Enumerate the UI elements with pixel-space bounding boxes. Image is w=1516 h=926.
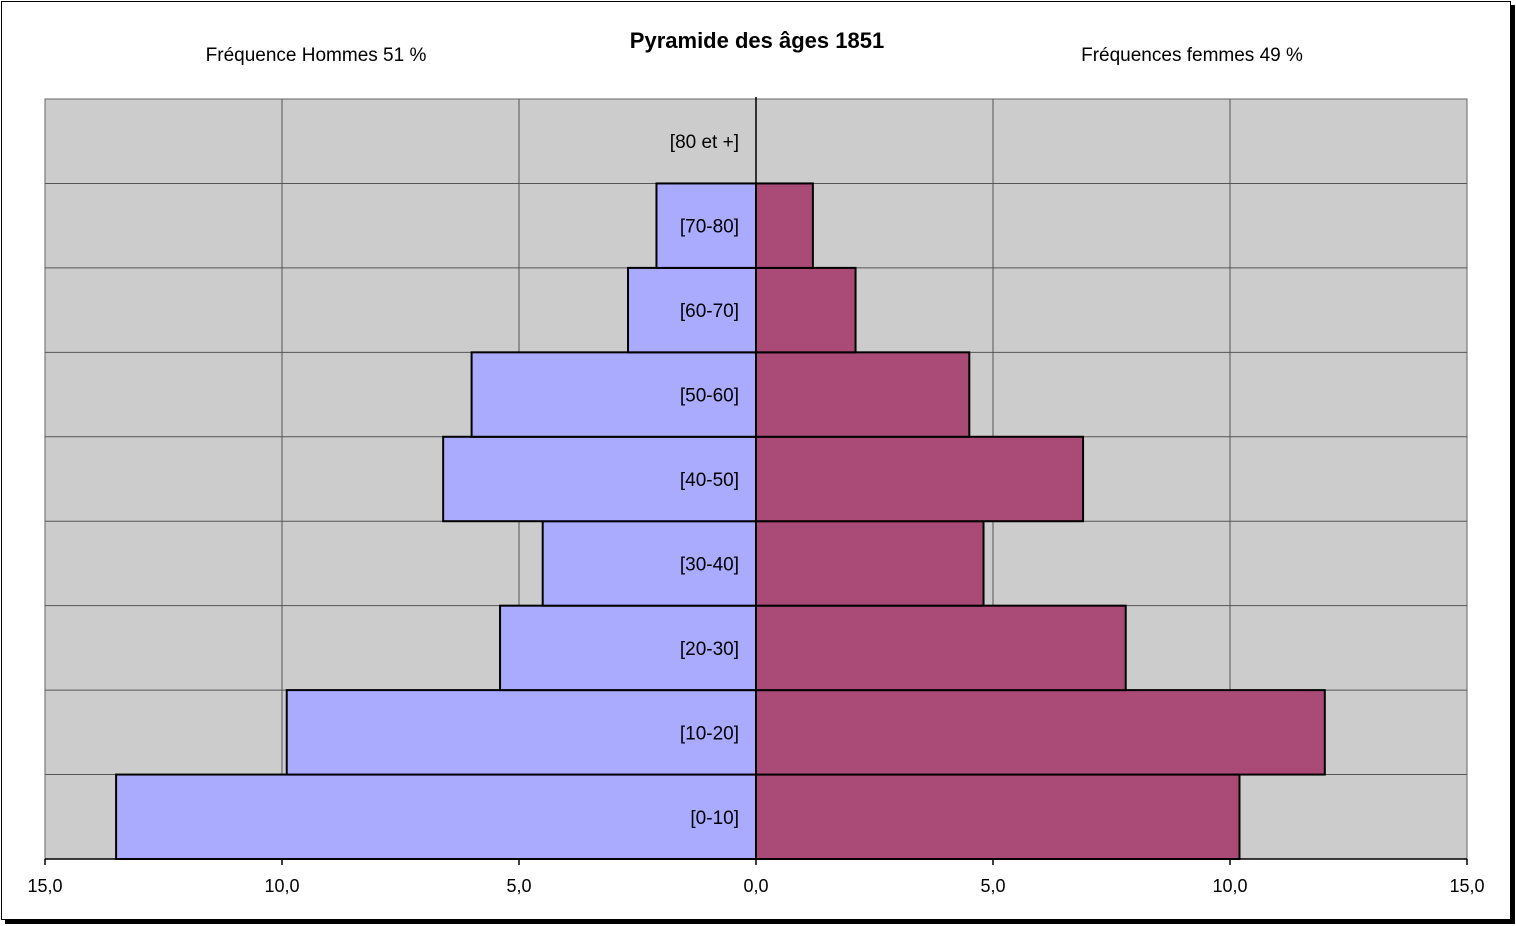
category-label: [30-40] bbox=[680, 554, 739, 575]
bar-femmes-4 bbox=[755, 435, 1085, 523]
bar-hommes-6 bbox=[627, 266, 758, 354]
category-label: [40-50] bbox=[680, 470, 739, 491]
right-series-label: Fréquences femmes 49 % bbox=[1081, 45, 1303, 66]
bar-femmes-7 bbox=[755, 182, 814, 269]
bar-femmes-2 bbox=[755, 604, 1127, 692]
category-label: [50-60] bbox=[680, 386, 739, 407]
category-label: [80 et +] bbox=[670, 132, 739, 153]
x-tick-label: 10,0 bbox=[264, 876, 299, 896]
category-labels: [0-10] [10-20] [20-30] [30-40] [40-50] [50-60… bbox=[670, 132, 739, 829]
bar-hommes-3 bbox=[541, 520, 758, 607]
x-tick-label: 5,0 bbox=[980, 876, 1005, 896]
x-tick-label: 5,0 bbox=[506, 876, 531, 896]
bars bbox=[115, 182, 1326, 860]
left-series-label: Fréquence Hommes 51 % bbox=[206, 45, 427, 66]
x-tick-label: 15,0 bbox=[27, 876, 62, 896]
x-tick-label: 15,0 bbox=[1449, 876, 1484, 896]
category-label: [60-70] bbox=[680, 301, 739, 322]
category-label: [10-20] bbox=[680, 723, 739, 744]
category-label: [70-80] bbox=[680, 217, 739, 238]
chart-title: Pyramide des âges 1851 bbox=[630, 28, 884, 53]
bar-femmes-0 bbox=[755, 773, 1241, 860]
x-axis: 15,0 10,0 5,0 0,0 5,0 10,0 15,0 bbox=[27, 97, 1485, 896]
bar-femmes-1 bbox=[755, 689, 1326, 776]
bar-hommes-7 bbox=[655, 182, 758, 269]
bar-femmes-6 bbox=[755, 266, 857, 354]
x-tick-label: 10,0 bbox=[1212, 876, 1247, 896]
bar-femmes-3 bbox=[755, 520, 985, 607]
category-label: [20-30] bbox=[680, 639, 739, 660]
bar-hommes-0 bbox=[115, 773, 758, 860]
bar-femmes-5 bbox=[755, 351, 971, 438]
category-label: [0-10] bbox=[690, 808, 739, 829]
x-tick-label: 0,0 bbox=[743, 876, 768, 896]
